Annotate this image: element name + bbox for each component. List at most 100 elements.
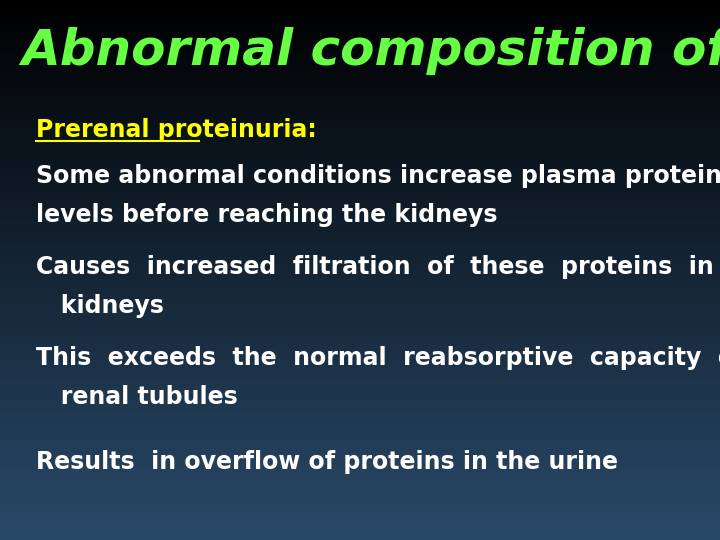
Bar bbox=[0, 191, 720, 193]
Bar bbox=[0, 452, 720, 454]
Bar bbox=[0, 444, 720, 447]
Bar bbox=[0, 169, 720, 171]
Bar bbox=[0, 216, 720, 218]
Bar bbox=[0, 74, 720, 76]
Bar bbox=[0, 313, 720, 315]
Bar bbox=[0, 83, 720, 85]
Bar bbox=[0, 238, 720, 239]
Bar bbox=[0, 248, 720, 250]
Bar bbox=[0, 520, 720, 522]
Bar bbox=[0, 407, 720, 409]
Bar bbox=[0, 416, 720, 417]
Bar bbox=[0, 88, 720, 90]
Bar bbox=[0, 16, 720, 18]
Text: Some abnormal conditions increase plasma protein: Some abnormal conditions increase plasma… bbox=[36, 164, 720, 187]
Bar bbox=[0, 491, 720, 493]
Bar bbox=[0, 301, 720, 302]
Bar bbox=[0, 450, 720, 452]
Bar bbox=[0, 252, 720, 254]
Bar bbox=[0, 524, 720, 525]
Bar bbox=[0, 157, 720, 158]
Bar bbox=[0, 205, 720, 207]
Text: Prerenal proteinuria:: Prerenal proteinuria: bbox=[36, 118, 317, 141]
Bar bbox=[0, 22, 720, 23]
Bar bbox=[0, 124, 720, 126]
Bar bbox=[0, 387, 720, 389]
Bar bbox=[0, 358, 720, 360]
Bar bbox=[0, 382, 720, 383]
Bar bbox=[0, 113, 720, 115]
Bar bbox=[0, 180, 720, 182]
Bar bbox=[0, 488, 720, 490]
Bar bbox=[0, 486, 720, 488]
Bar bbox=[0, 468, 720, 470]
Bar bbox=[0, 282, 720, 285]
Bar bbox=[0, 336, 720, 339]
Bar bbox=[0, 535, 720, 536]
Bar bbox=[0, 389, 720, 390]
Bar bbox=[0, 306, 720, 308]
Bar bbox=[0, 214, 720, 216]
Bar bbox=[0, 110, 720, 112]
Bar bbox=[0, 228, 720, 231]
Bar bbox=[0, 443, 720, 444]
Bar bbox=[0, 376, 720, 378]
Text: kidneys: kidneys bbox=[36, 294, 164, 318]
Bar bbox=[0, 461, 720, 463]
Bar bbox=[0, 131, 720, 133]
Bar bbox=[0, 498, 720, 501]
Bar bbox=[0, 135, 720, 137]
Bar bbox=[0, 482, 720, 484]
Bar bbox=[0, 52, 720, 54]
Bar bbox=[0, 247, 720, 248]
Bar bbox=[0, 351, 720, 353]
Bar bbox=[0, 221, 720, 223]
Bar bbox=[0, 36, 720, 38]
Bar bbox=[0, 23, 720, 25]
Bar bbox=[0, 425, 720, 427]
Bar bbox=[0, 430, 720, 432]
Bar bbox=[0, 481, 720, 482]
Bar bbox=[0, 317, 720, 319]
Bar bbox=[0, 108, 720, 110]
Bar bbox=[0, 178, 720, 180]
Bar bbox=[0, 193, 720, 194]
Bar bbox=[0, 495, 720, 497]
Bar bbox=[0, 479, 720, 481]
Bar bbox=[0, 374, 720, 376]
Bar bbox=[0, 171, 720, 173]
Bar bbox=[0, 218, 720, 220]
Bar bbox=[0, 58, 720, 59]
Bar bbox=[0, 457, 720, 459]
Bar bbox=[0, 281, 720, 282]
Text: levels before reaching the kidneys: levels before reaching the kidneys bbox=[36, 203, 498, 227]
Bar bbox=[0, 349, 720, 351]
Bar bbox=[0, 133, 720, 135]
Bar bbox=[0, 265, 720, 266]
Bar bbox=[0, 43, 720, 45]
Bar bbox=[0, 277, 720, 279]
Bar bbox=[0, 272, 720, 274]
Bar bbox=[0, 147, 720, 150]
Bar bbox=[0, 155, 720, 157]
Bar bbox=[0, 146, 720, 147]
Bar bbox=[0, 70, 720, 72]
Bar bbox=[0, 393, 720, 394]
Bar bbox=[0, 528, 720, 529]
Bar bbox=[0, 518, 720, 520]
Bar bbox=[0, 11, 720, 12]
Bar bbox=[0, 266, 720, 268]
Bar bbox=[0, 270, 720, 272]
Bar bbox=[0, 319, 720, 320]
Bar bbox=[0, 5, 720, 7]
Bar bbox=[0, 329, 720, 331]
Bar bbox=[0, 366, 720, 367]
Bar bbox=[0, 79, 720, 81]
Bar bbox=[0, 493, 720, 495]
Bar bbox=[0, 200, 720, 201]
Bar bbox=[0, 497, 720, 498]
Bar bbox=[0, 65, 720, 66]
Bar bbox=[0, 227, 720, 228]
Bar bbox=[0, 47, 720, 49]
Bar bbox=[0, 367, 720, 369]
